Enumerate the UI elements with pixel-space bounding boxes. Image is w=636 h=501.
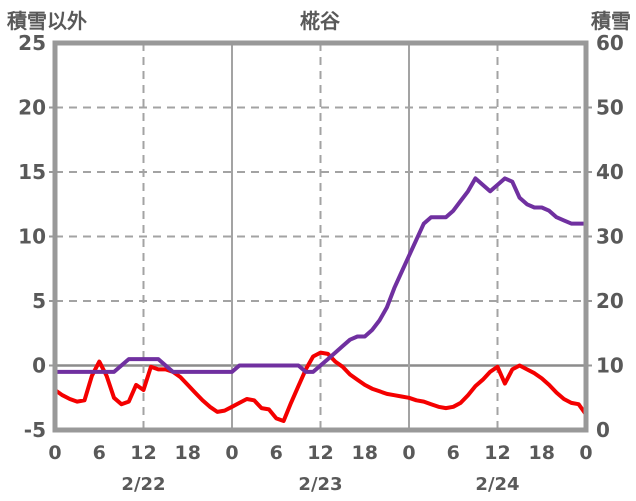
- left-axis-tick-label: 10: [18, 225, 46, 249]
- x-axis-hour-label: 6: [447, 442, 460, 464]
- x-axis-date-label: 2/22: [121, 474, 165, 495]
- series-line-right: [53, 176, 588, 374]
- x-axis-hour-label: 18: [529, 442, 555, 464]
- left-axis-title: 積雪以外: [7, 9, 87, 33]
- right-axis-tick-label: 10: [596, 354, 624, 378]
- series-line-left: [53, 350, 588, 423]
- x-axis-hour-label: 12: [307, 442, 333, 464]
- chart-title: 椛谷: [300, 9, 341, 33]
- x-axis-hour-label: 6: [93, 442, 106, 464]
- x-axis-hour-label: 0: [48, 442, 61, 464]
- left-axis-tick-label: 25: [18, 31, 46, 55]
- plot-border: [52, 40, 589, 433]
- right-axis-tick-label: 20: [596, 289, 624, 313]
- x-axis-hour-label: 0: [579, 442, 592, 464]
- right-axis-tick-label: 40: [596, 160, 624, 184]
- right-axis-title: 積雪: [591, 9, 631, 33]
- x-axis-date-label: 2/24: [475, 474, 519, 495]
- left-axis-tick-label: 5: [32, 289, 46, 313]
- x-axis-hour-label: 0: [402, 442, 415, 464]
- right-axis-tick-label: 30: [596, 225, 624, 249]
- left-axis-tick-label: 0: [32, 354, 46, 378]
- right-axis-tick-label: 50: [596, 96, 624, 120]
- x-axis-hour-label: 12: [130, 442, 156, 464]
- x-axis-hour-label: 0: [225, 442, 238, 464]
- left-axis-tick-label: -5: [24, 418, 46, 442]
- right-axis-tick-label: 60: [596, 31, 624, 55]
- right-axis-tick-label: 0: [596, 418, 610, 442]
- left-axis-tick-label: 15: [18, 160, 46, 184]
- x-axis-hour-label: 18: [175, 442, 201, 464]
- x-axis-date-label: 2/23: [298, 474, 342, 495]
- left-axis-tick-label: 20: [18, 96, 46, 120]
- x-axis-hour-label: 6: [270, 442, 283, 464]
- x-axis-hour-label: 18: [352, 442, 378, 464]
- x-axis-hour-label: 12: [484, 442, 510, 464]
